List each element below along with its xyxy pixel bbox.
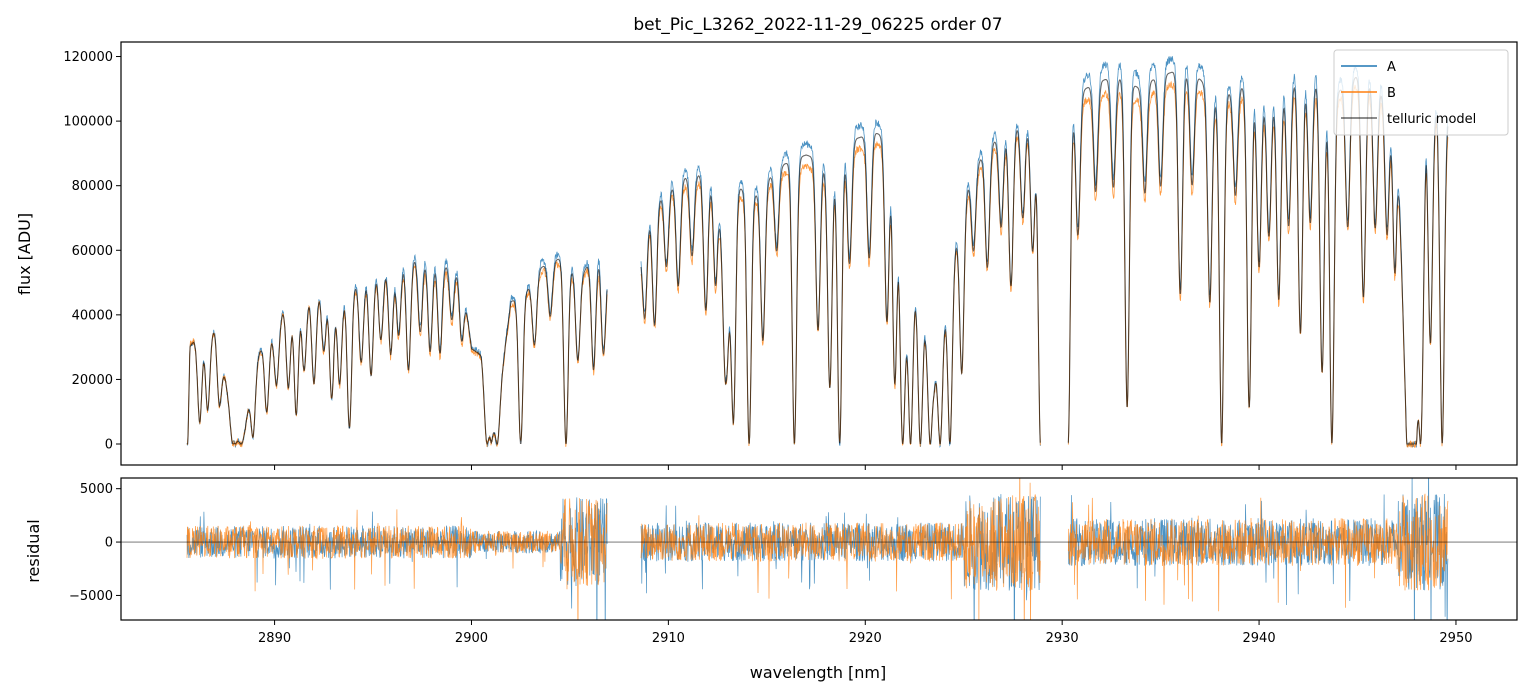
x-tick-label: 2900	[455, 631, 488, 646]
x-tick-label: 2890	[258, 631, 291, 646]
x-tick-label: 2910	[652, 631, 685, 646]
residual-series-A	[186, 478, 1449, 620]
flux-y-tick-label: 0	[105, 438, 113, 453]
x-tick-label: 2940	[1243, 631, 1276, 646]
flux-y-tick-label: 60000	[72, 244, 113, 259]
flux-y-tick-label: 40000	[72, 308, 113, 323]
x-tick-label: 2950	[1439, 631, 1472, 646]
flux-panel: 0 20000 40000 60000 80000 100000 120000 flux […	[15, 41, 1518, 470]
legend-label-b: B	[1387, 86, 1396, 101]
residual-y-tick-label: −5000	[69, 589, 113, 604]
residual-axes-frame	[120, 477, 1518, 621]
flux-series-A	[186, 55, 1449, 448]
legend-box	[1333, 49, 1509, 136]
residual-y-tick-label: 0	[105, 536, 113, 551]
chart-title: bet_Pic_L3262_2022-11-29_06225 order 07	[633, 15, 1002, 35]
x-tick-label: 2930	[1046, 631, 1079, 646]
x-tick-label: 2920	[849, 631, 882, 646]
residual-y-tick-label: 5000	[80, 482, 113, 497]
flux-axes-frame	[120, 41, 1518, 466]
flux-y-tick-label: 100000	[63, 115, 113, 130]
flux-y-tick-label: 80000	[72, 179, 113, 194]
legend-label-telluric: telluric model	[1387, 112, 1476, 127]
flux-y-tick-label: 120000	[63, 50, 113, 65]
flux-series-telluric-model	[187, 71, 1449, 445]
legend: A B telluric model	[1333, 49, 1509, 136]
x-axis-label: wavelength [nm]	[750, 663, 887, 682]
legend-label-a: A	[1387, 60, 1396, 75]
flux-y-axis-label: flux [ADU]	[15, 213, 34, 295]
flux-y-tick-label: 20000	[72, 373, 113, 388]
residual-y-axis-label: residual	[24, 519, 43, 582]
